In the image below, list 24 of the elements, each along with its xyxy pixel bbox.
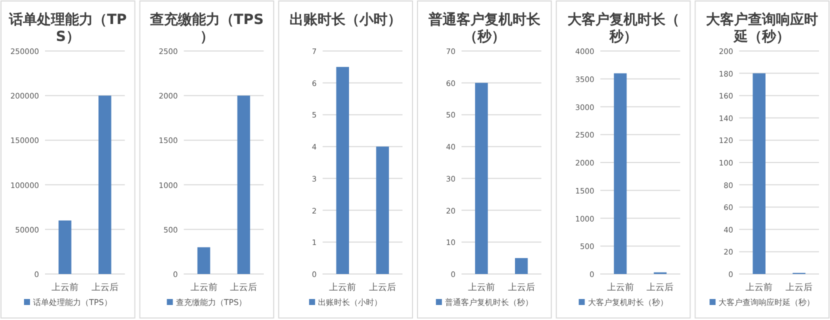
legend-label: 大客户查询响应时延（秒）	[718, 298, 815, 307]
chart-title: 查充缴能力（TPS）	[148, 11, 264, 45]
legend-label: 话单处理能力（TPS）	[33, 298, 112, 307]
chart-title: 普通客户复机时长（秒）	[427, 11, 542, 45]
x-tick-label: 上云前	[606, 282, 634, 293]
chart-title: 出账时长（小时）	[290, 12, 402, 28]
x-tick-label: 上云后	[508, 282, 535, 293]
x-tick-label: 上云前	[329, 282, 356, 293]
x-tick-label: 上云后	[230, 282, 258, 293]
x-tick-label: 上云后	[786, 282, 813, 293]
chart-title: 话单处理能力（TPS）	[8, 12, 127, 45]
chart-title: 大客户复机时长（秒）	[567, 11, 680, 45]
x-tick-label: 上云后	[369, 282, 396, 293]
x-tick-label: 上云前	[468, 282, 495, 293]
x-tick-label: 上云后	[646, 282, 674, 293]
x-tick-label: 上云前	[51, 282, 78, 293]
legend-label: 大客户复机时长（秒）	[588, 298, 668, 307]
legend-label: 出账时长（小时）	[318, 298, 382, 307]
chart-title: 大客户查询响应时延（秒）	[706, 11, 818, 45]
legend-label: 普通客户复机时长（秒）	[444, 298, 533, 307]
x-tick-label: 上云前	[190, 282, 218, 293]
x-tick-label: 上云前	[746, 282, 773, 293]
legend-label: 查充缴能力（TPS）	[176, 298, 247, 307]
x-tick-label: 上云后	[91, 282, 118, 293]
